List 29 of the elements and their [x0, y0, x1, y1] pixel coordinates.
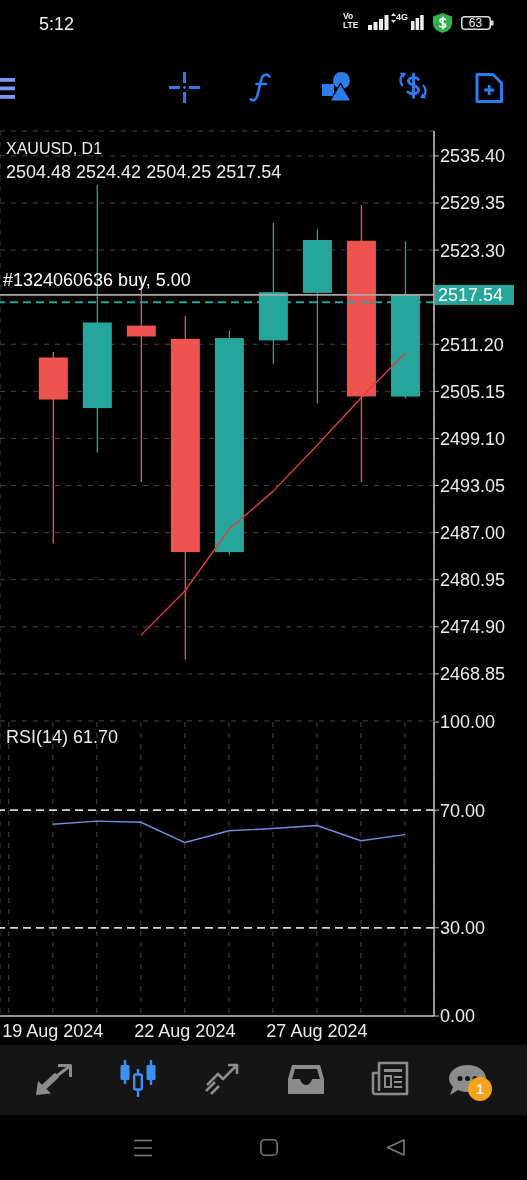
ref-line-label: 2517.54 [438, 285, 504, 306]
y-tick-label: 2511.20 [440, 334, 504, 355]
text: LTE [343, 20, 360, 30]
text: 4G [396, 12, 409, 22]
y-tick-label: 70.00 [440, 800, 486, 821]
y-tick-label: 2535.40 [440, 146, 506, 167]
x-tick-label: 27 Aug 2024 [266, 1020, 368, 1041]
y-tick-label: 2487.00 [440, 523, 506, 544]
y-tick-label: 30.00 [440, 918, 486, 939]
text: 63 [462, 16, 489, 30]
x-tick-label: 19 Aug 2024 [2, 1020, 104, 1041]
y-tick-label: 2480.95 [440, 570, 506, 591]
y-tick-label: 2499.10 [440, 428, 506, 449]
line-series [52, 820, 406, 844]
y-tick-label: 0.00 [440, 1006, 476, 1027]
chart-title: RSI(14) 61.70 [6, 726, 119, 748]
text: 5:12 [39, 13, 76, 35]
y-tick-label: 100.00 [440, 712, 496, 733]
line-series [140, 352, 406, 637]
y-tick-label: 2468.85 [440, 664, 506, 685]
text: 2504.48 2524.42 2504.25 2517.54 [6, 161, 282, 183]
y-tick-label: 2474.90 [440, 617, 506, 638]
y-tick-label: 2493.05 [440, 476, 506, 497]
y-tick-label: 2523.30 [440, 240, 506, 261]
y-tick-label: 2505.15 [440, 381, 506, 402]
x-tick-label: 22 Aug 2024 [134, 1020, 236, 1041]
text: XAUUSD, D1 [6, 139, 103, 159]
y-tick-label: 2529.35 [440, 193, 506, 214]
text: Vo [343, 11, 355, 21]
